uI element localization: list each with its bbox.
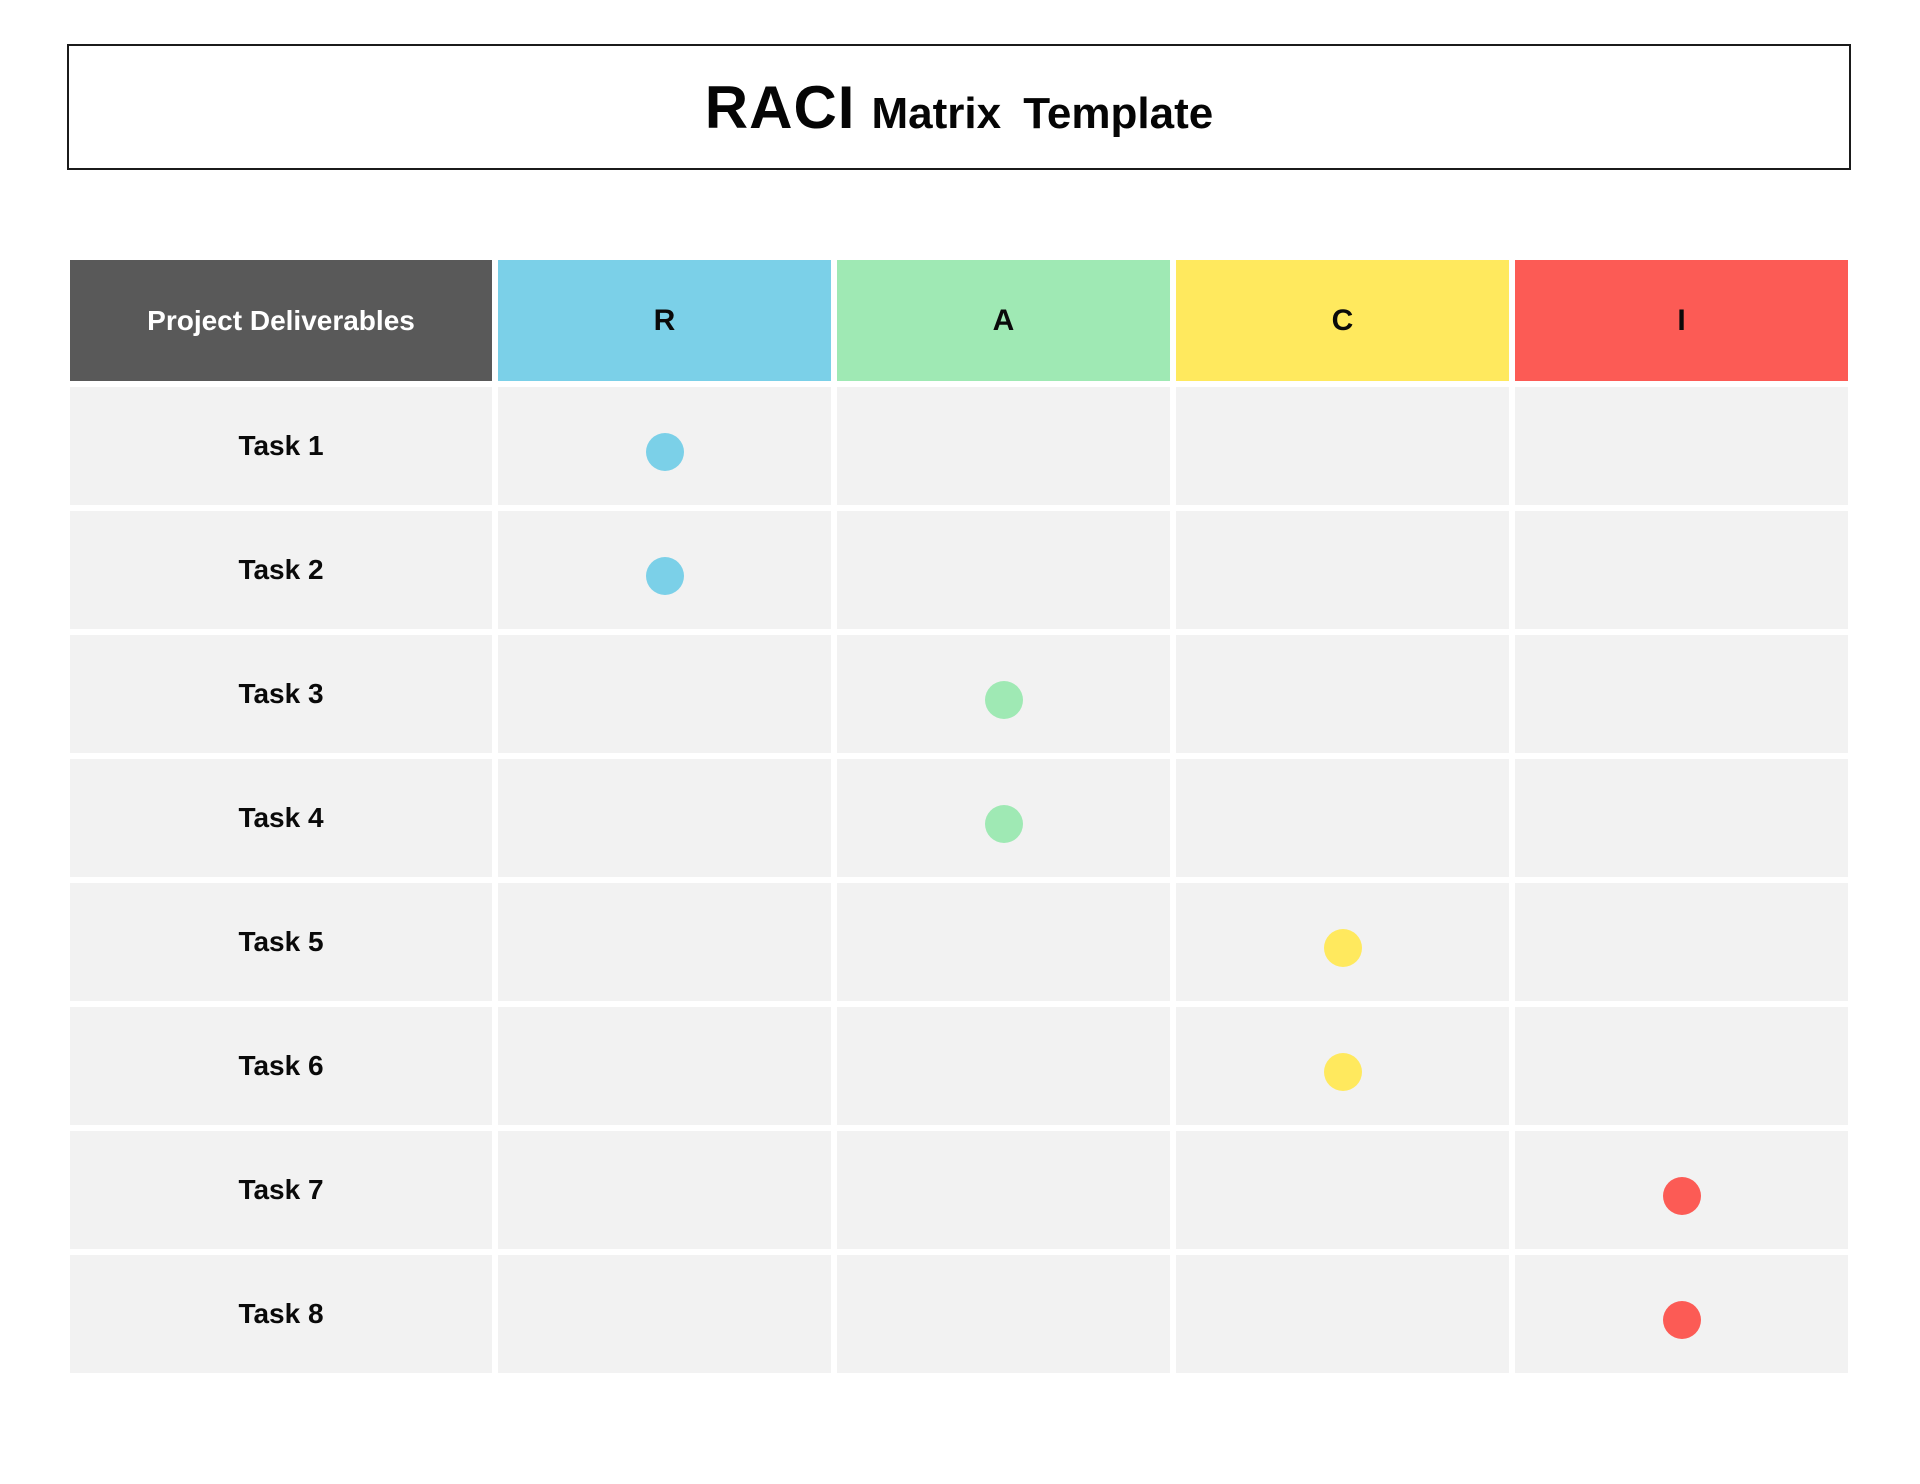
column-header-a: A (837, 260, 1170, 381)
task-row-label: Task 5 (70, 883, 492, 1001)
column-header-i: I (1515, 260, 1848, 381)
matrix-cell-a (837, 759, 1170, 877)
task-row-label: Task 1 (70, 387, 492, 505)
task-row-label: Task 6 (70, 1007, 492, 1125)
task-row-label: Task 3 (70, 635, 492, 753)
matrix-cell-c (1176, 511, 1509, 629)
page-title: RACI Matrix Template (705, 73, 1213, 142)
matrix-cell-i (1515, 387, 1848, 505)
matrix-cell-c (1176, 635, 1509, 753)
c-mark-dot (1323, 1053, 1362, 1091)
matrix-cell-r (498, 387, 831, 505)
matrix-cell-a (837, 511, 1170, 629)
matrix-cell-c (1176, 1131, 1509, 1249)
matrix-cell-a (837, 1007, 1170, 1125)
matrix-cell-r (498, 635, 831, 753)
task-row-label: Task 4 (70, 759, 492, 877)
matrix-cell-c (1176, 1255, 1509, 1373)
matrix-cell-a (837, 883, 1170, 1001)
matrix-cell-c (1176, 387, 1509, 505)
matrix-cell-c (1176, 759, 1509, 877)
title-acronym: RACI (704, 73, 856, 141)
matrix-cell-a (837, 387, 1170, 505)
r-mark-dot (645, 557, 684, 595)
matrix-cell-r (498, 511, 831, 629)
matrix-cell-c (1176, 883, 1509, 1001)
matrix-cell-i (1515, 1007, 1848, 1125)
c-mark-dot (1323, 929, 1362, 967)
matrix-cell-a (837, 1255, 1170, 1373)
a-mark-dot (984, 805, 1023, 843)
task-row-label: Task 2 (70, 511, 492, 629)
task-row-label: Task 8 (70, 1255, 492, 1373)
matrix-cell-a (837, 1131, 1170, 1249)
title-suffix: Matrix Template (871, 88, 1214, 138)
matrix-cell-i (1515, 1131, 1848, 1249)
column-header-r: R (498, 260, 831, 381)
matrix-cell-r (498, 759, 831, 877)
i-mark-dot (1662, 1301, 1701, 1339)
matrix-cell-i (1515, 1255, 1848, 1373)
matrix-cell-c (1176, 1007, 1509, 1125)
column-header-c: C (1176, 260, 1509, 381)
a-mark-dot (984, 681, 1023, 719)
matrix-cell-a (837, 635, 1170, 753)
matrix-cell-i (1515, 883, 1848, 1001)
matrix-cell-r (498, 883, 831, 1001)
title-box: RACI Matrix Template (67, 44, 1851, 170)
column-header-deliverables: Project Deliverables (70, 260, 492, 381)
matrix-cell-r (498, 1131, 831, 1249)
matrix-cell-i (1515, 635, 1848, 753)
i-mark-dot (1662, 1177, 1701, 1215)
task-row-label: Task 7 (70, 1131, 492, 1249)
raci-matrix-table: Project Deliverables R A C I Task 1 Task 2 Tas… (70, 260, 1848, 1373)
matrix-cell-r (498, 1255, 831, 1373)
r-mark-dot (645, 433, 684, 471)
matrix-cell-i (1515, 511, 1848, 629)
matrix-cell-r (498, 1007, 831, 1125)
matrix-cell-i (1515, 759, 1848, 877)
